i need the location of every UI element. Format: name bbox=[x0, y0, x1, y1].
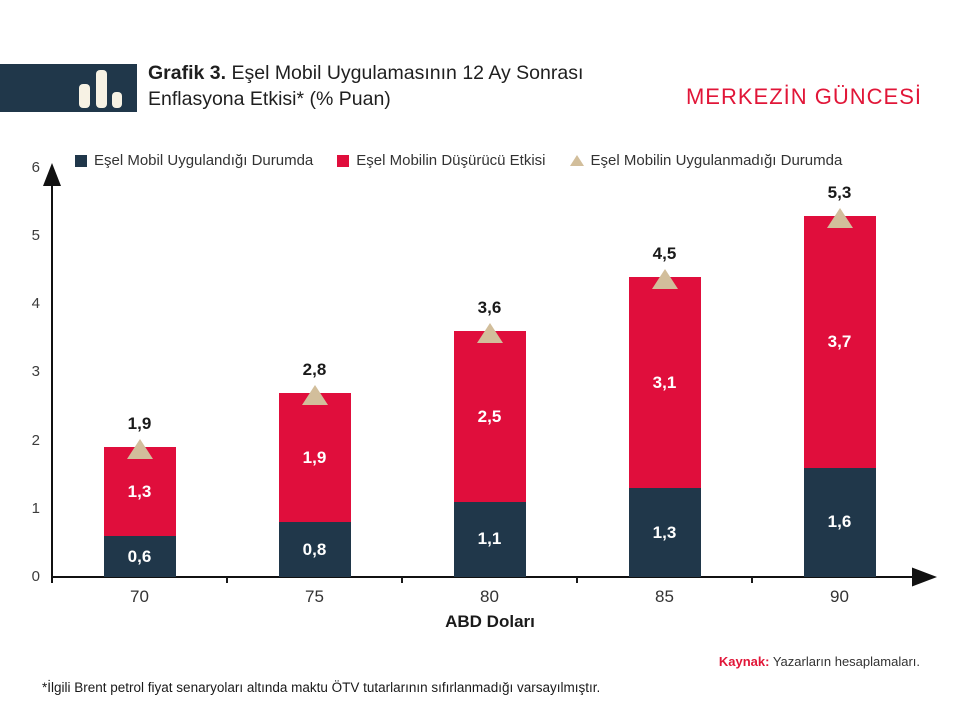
legend-label: Eşel Mobilin Uygulanmadığı Durumda bbox=[590, 152, 843, 169]
legend-triangle-icon bbox=[569, 155, 584, 166]
total-triangle-icon bbox=[301, 384, 328, 405]
bar-value-applied: 0,6 bbox=[127, 546, 152, 566]
x-category-label: 85 bbox=[655, 587, 674, 606]
y-axis-arrow-icon bbox=[43, 163, 61, 186]
bar-segment-reduction: 3,7 bbox=[803, 215, 876, 468]
x-category-label: 75 bbox=[305, 587, 324, 606]
source-text: Yazarların hesaplamaları. bbox=[769, 654, 920, 669]
y-tick-label: 5 bbox=[31, 227, 40, 244]
bar-value-applied: 1,6 bbox=[827, 512, 852, 532]
x-axis-tick bbox=[401, 577, 403, 583]
bar-value-reduction: 2,5 bbox=[477, 406, 502, 426]
x-category-label: 80 bbox=[480, 587, 499, 606]
y-tick-label: 4 bbox=[31, 295, 40, 313]
total-value-label: 3,6 bbox=[477, 298, 502, 318]
y-tick-label: 6 bbox=[31, 158, 40, 176]
x-axis-tick bbox=[751, 577, 753, 583]
legend-item-0: Eşel Mobil Uygulandığı Durumda bbox=[75, 152, 313, 169]
chart-title-prefix: Grafik 3. bbox=[148, 62, 227, 84]
bar-value-reduction: 1,3 bbox=[127, 481, 152, 501]
x-category-label: 70 bbox=[130, 587, 149, 606]
bar-segment-applied: 1,3 bbox=[628, 488, 701, 577]
legend-label: Eşel Mobil Uygulandığı Durumda bbox=[94, 152, 314, 169]
y-tick-label: 3 bbox=[31, 363, 40, 381]
bar-value-applied: 1,1 bbox=[477, 529, 502, 549]
total-value-label: 2,8 bbox=[302, 359, 327, 379]
bar-segment-reduction: 1,3 bbox=[103, 447, 176, 537]
total-value-label: 5,3 bbox=[827, 182, 852, 202]
x-category-label: 90 bbox=[830, 587, 849, 606]
bar-chart-icon bbox=[79, 68, 125, 108]
bar-value-reduction: 1,9 bbox=[302, 447, 327, 467]
bar-value-applied: 1,3 bbox=[652, 522, 677, 542]
chart-title-text: Eşel Mobil Uygulamasının 12 Ay Sonrası E… bbox=[148, 62, 584, 110]
x-axis-arrow-icon bbox=[912, 567, 937, 587]
chart-title: Grafik 3. Eşel Mobil Uygulamasının 12 Ay… bbox=[148, 60, 668, 112]
bar-segment-applied: 1,1 bbox=[453, 501, 526, 577]
total-triangle-icon bbox=[651, 268, 678, 289]
logo-block bbox=[0, 64, 137, 112]
legend-label: Eşel Mobilin Düşürücü Etkisi bbox=[356, 152, 546, 169]
y-tick-label: 1 bbox=[31, 499, 40, 517]
bar-segment-applied: 0,6 bbox=[103, 536, 176, 577]
footnote: *İlgili Brent petrol fiyat senaryoları a… bbox=[42, 680, 601, 695]
brand-logo: MERKEZİN GÜNCESİ bbox=[685, 84, 922, 109]
source-label: Kaynak: bbox=[718, 654, 770, 669]
legend-item-2: Eşel Mobilin Uygulanmadığı Durumda bbox=[569, 152, 843, 169]
source-note: Kaynak: Yazarların hesaplamaları. bbox=[719, 654, 920, 669]
total-triangle-icon bbox=[126, 439, 153, 460]
bar-value-reduction: 3,7 bbox=[827, 331, 852, 351]
y-tick-label: 0 bbox=[31, 568, 40, 585]
bar-segment-reduction: 1,9 bbox=[278, 392, 351, 523]
x-axis-tick bbox=[226, 577, 228, 583]
legend-item-1: Eşel Mobilin Düşürücü Etkisi bbox=[337, 152, 546, 169]
y-tick-label: 2 bbox=[31, 431, 40, 449]
legend-square-icon bbox=[337, 154, 350, 167]
bar-segment-applied: 0,8 bbox=[278, 522, 351, 577]
bar-value-applied: 0,8 bbox=[302, 539, 327, 559]
x-axis-title: ABD Doları bbox=[445, 612, 535, 631]
bar-segment-reduction: 3,1 bbox=[628, 276, 701, 489]
total-value-label: 1,9 bbox=[127, 414, 152, 434]
total-triangle-icon bbox=[476, 323, 503, 344]
bar-segment-reduction: 2,5 bbox=[453, 331, 526, 502]
legend-square-icon bbox=[75, 154, 87, 167]
bar-value-reduction: 3,1 bbox=[652, 372, 677, 392]
chart-legend: Eşel Mobil Uygulandığı Durumda Eşel Mobil… bbox=[75, 152, 842, 169]
bar-segment-applied: 1,6 bbox=[803, 467, 876, 577]
x-axis-tick bbox=[576, 577, 578, 583]
total-triangle-icon bbox=[826, 207, 853, 228]
total-value-label: 4,5 bbox=[652, 243, 677, 263]
